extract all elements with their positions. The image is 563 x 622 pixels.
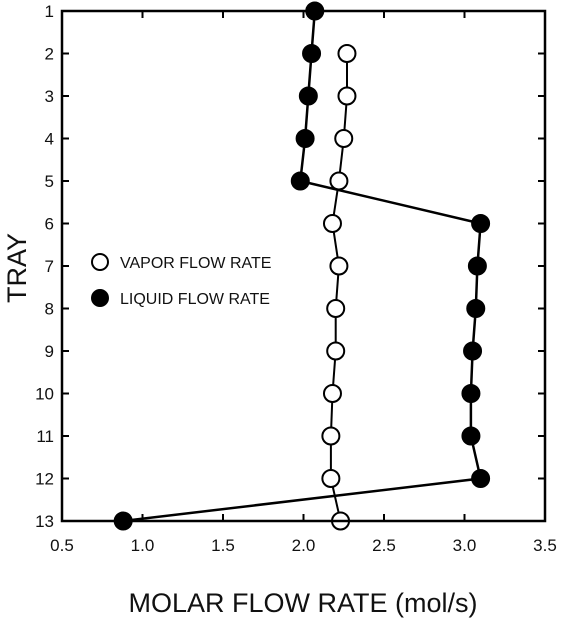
vapor-data-point: [329, 256, 349, 276]
y-tick-label: 3: [45, 87, 54, 106]
legend: VAPOR FLOW RATE LIQUID FLOW RATE: [91, 253, 271, 308]
vapor-data-point: [334, 129, 354, 148]
liquid-data-point: [290, 171, 310, 191]
vapor-data-point: [337, 86, 357, 106]
x-axis-title: MOLAR FLOW RATE (mol/s): [128, 588, 477, 618]
legend-liquid-label: LIQUID FLOW RATE: [120, 291, 270, 308]
y-tick-label: 7: [45, 257, 54, 276]
vapor-data-point: [329, 171, 349, 191]
legend-vapor-label: VAPOR FLOW RATE: [120, 255, 271, 272]
vapor-data-point: [321, 469, 341, 488]
liquid-data-point: [298, 86, 318, 106]
liquid-data-point: [467, 256, 487, 276]
liquid-data-point: [461, 384, 481, 403]
y-tick-label: 9: [45, 342, 54, 361]
x-tick-label: 3.0: [453, 536, 477, 555]
y-tick-label: 2: [45, 45, 54, 64]
liquid-data-point: [461, 426, 481, 446]
y-tick-label: 10: [35, 385, 54, 404]
vapor-data-point: [322, 384, 342, 403]
x-tick-label: 2.0: [292, 536, 316, 555]
vapor-data-point: [322, 214, 342, 233]
y-tick-label: 4: [45, 130, 54, 149]
liquid-data-point: [466, 299, 486, 318]
y-tick-label: 5: [45, 172, 54, 191]
y-tick-label: 12: [35, 470, 54, 489]
vapor-data-point: [326, 341, 346, 361]
x-tick-label: 1.0: [131, 536, 155, 555]
vapor-series-line: [329, 53, 348, 522]
x-tick-label: 0.5: [50, 536, 74, 555]
x-tick-label: 1.5: [211, 536, 235, 555]
legend-liquid-marker: [91, 289, 109, 307]
y-axis-title: TRAY: [2, 233, 32, 303]
vapor-data-point: [326, 299, 346, 318]
plot-frame: [60, 9, 547, 523]
liquid-data-point: [302, 44, 322, 63]
liquid-data-point: [471, 214, 491, 233]
legend-vapor-marker: [91, 253, 109, 271]
liquid-data-point: [463, 341, 483, 361]
x-tick-label: 2.5: [372, 536, 396, 555]
x-tick-label: 3.5: [533, 536, 557, 555]
liquid-data-point: [295, 129, 315, 148]
y-tick-label: 8: [45, 300, 54, 319]
y-tick-label: 11: [36, 427, 54, 446]
y-tick-label: 13: [35, 512, 54, 531]
y-tick-label: 6: [45, 215, 54, 234]
y-tick-label: 1: [45, 2, 54, 21]
vapor-data-point: [321, 426, 341, 446]
liquid-data-point: [471, 469, 491, 488]
vapor-data-point: [337, 44, 357, 63]
series-points: [113, 1, 491, 531]
